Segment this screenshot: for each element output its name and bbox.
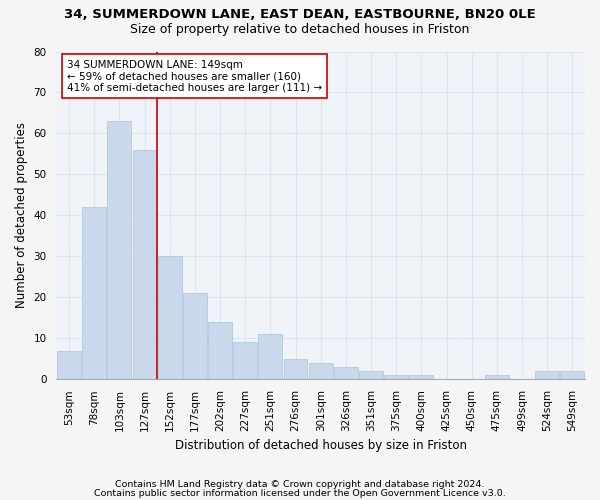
Bar: [309, 363, 332, 380]
Bar: [57, 350, 81, 380]
Text: Contains HM Land Registry data © Crown copyright and database right 2024.: Contains HM Land Registry data © Crown c…: [115, 480, 485, 489]
Y-axis label: Number of detached properties: Number of detached properties: [15, 122, 28, 308]
Bar: [485, 375, 509, 380]
X-axis label: Distribution of detached houses by size in Friston: Distribution of detached houses by size …: [175, 440, 467, 452]
Text: 34 SUMMERDOWN LANE: 149sqm
← 59% of detached houses are smaller (160)
41% of sem: 34 SUMMERDOWN LANE: 149sqm ← 59% of deta…: [67, 60, 322, 93]
Bar: [334, 367, 358, 380]
Bar: [560, 371, 584, 380]
Bar: [208, 322, 232, 380]
Bar: [183, 294, 207, 380]
Text: Size of property relative to detached houses in Friston: Size of property relative to detached ho…: [130, 22, 470, 36]
Bar: [284, 359, 307, 380]
Bar: [107, 121, 131, 380]
Bar: [133, 150, 157, 380]
Bar: [82, 207, 106, 380]
Bar: [359, 371, 383, 380]
Bar: [535, 371, 559, 380]
Bar: [409, 375, 433, 380]
Bar: [259, 334, 283, 380]
Text: 34, SUMMERDOWN LANE, EAST DEAN, EASTBOURNE, BN20 0LE: 34, SUMMERDOWN LANE, EAST DEAN, EASTBOUR…: [64, 8, 536, 20]
Text: Contains public sector information licensed under the Open Government Licence v3: Contains public sector information licen…: [94, 488, 506, 498]
Bar: [384, 375, 408, 380]
Bar: [158, 256, 182, 380]
Bar: [233, 342, 257, 380]
